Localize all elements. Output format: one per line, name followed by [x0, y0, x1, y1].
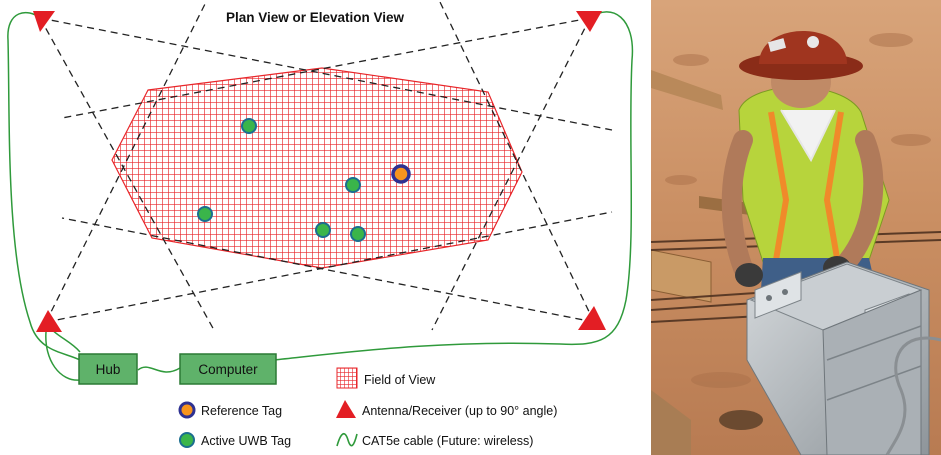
antenna-icon: [576, 11, 602, 32]
cable-hub-computer: [137, 366, 181, 373]
computer-box: [179, 353, 277, 385]
reference-tag-legend-icon: [178, 401, 196, 419]
antenna-icon: [578, 306, 606, 330]
cable-right: [273, 11, 634, 361]
active-tag-legend-icon: [179, 432, 195, 448]
rtls-diagram: Plan View or Elevation View: [7, 1, 634, 448]
legend-reference-tag: Reference Tag: [201, 404, 282, 418]
legend-field-of-view: Field of View: [364, 373, 436, 387]
legend: Field of View Reference Tag Antenna/Rece…: [178, 367, 557, 448]
active-tag-icon: [345, 177, 361, 193]
field-of-view-swatch: [336, 367, 358, 389]
construction-worker-photo: [651, 0, 941, 455]
coverage-lines: [39, 1, 613, 331]
cable-legend-icon: [336, 433, 358, 447]
antenna-legend-icon: [336, 400, 356, 418]
active-tag-icon: [315, 222, 331, 238]
active-tag-icon: [241, 118, 257, 134]
field-of-view-area: [111, 67, 523, 269]
legend-cable: CAT5e cable (Future: wireless): [362, 434, 533, 448]
legend-active-tag: Active UWB Tag: [201, 434, 291, 448]
antenna-icon: [33, 11, 55, 32]
legend-antenna: Antenna/Receiver (up to 90° angle): [362, 404, 557, 418]
active-tag-icon: [197, 206, 213, 222]
hub-box: [78, 353, 138, 385]
cable-left: [7, 11, 81, 381]
antenna-icon: [36, 310, 62, 332]
active-tags: [197, 118, 366, 242]
hub-label: Hub: [96, 362, 121, 377]
diagram-title: Plan View or Elevation View: [226, 10, 405, 25]
computer-label: Computer: [198, 362, 258, 377]
active-tag-icon: [350, 226, 366, 242]
reference-tag-icon: [391, 164, 411, 184]
